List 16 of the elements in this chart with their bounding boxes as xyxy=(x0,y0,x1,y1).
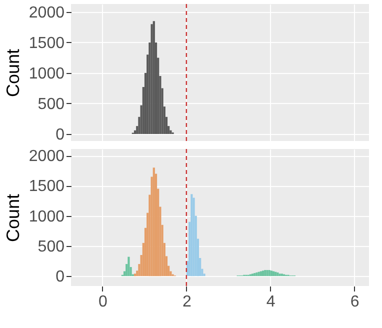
y-tick-label: 500 xyxy=(38,96,65,113)
y-axis-title: Count xyxy=(2,48,23,98)
y-tick-label: 1000 xyxy=(28,208,65,226)
y-tick-label: 2000 xyxy=(28,4,65,22)
y-tick-label: 0 xyxy=(56,268,65,286)
y-tick-label: 1500 xyxy=(28,178,65,196)
y-tick-label: 2000 xyxy=(28,148,65,166)
x-tick-label: 6 xyxy=(350,294,360,310)
y-tick-label: 1500 xyxy=(28,34,65,52)
y-tick-label: 1000 xyxy=(28,65,65,82)
x-tick-label: 2 xyxy=(182,294,192,310)
y-tick-label: 500 xyxy=(38,238,65,256)
x-tick-label: 0 xyxy=(98,294,108,310)
y-axis-title: Count xyxy=(2,194,23,242)
y-tick-label: 0 xyxy=(56,126,65,144)
x-tick-label: 4 xyxy=(266,294,276,310)
